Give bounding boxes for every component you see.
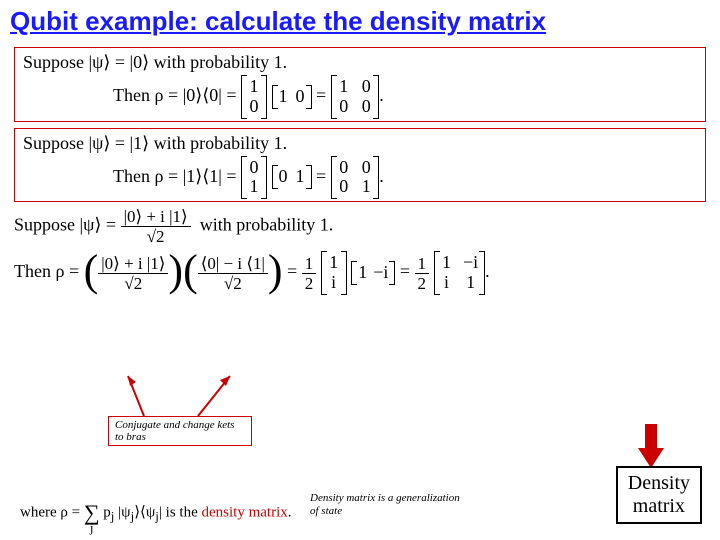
then-line-2: Then ρ = |1⟩⟨1| = 01 01 = 00 01 . (23, 156, 697, 200)
then-line-3: Then ρ = (|0⟩ + i |1⟩√2)(⟨0| − i ⟨1|√2) … (14, 251, 706, 295)
arrow-to-bra (190, 370, 240, 420)
row-vector-2: 01 (272, 165, 312, 189)
conjugate-note: Conjugate and change kets to bras (108, 416, 252, 446)
ket-fraction: |0⟩ + i |1⟩√2 (98, 255, 168, 292)
row-vector-3: 1−i (351, 261, 395, 285)
suppose-line-1: Suppose |ψ⟩ = |0⟩ with probability 1. (23, 52, 697, 73)
suppose-line-3: Suppose |ψ⟩ = |0⟩ + i |1⟩ √2 with probab… (14, 208, 706, 245)
half-1: 12 (302, 255, 317, 292)
example-box-3: Suppose |ψ⟩ = |0⟩ + i |1⟩ √2 with probab… (14, 208, 706, 295)
density-matrix-term: density matrix (202, 504, 288, 520)
density-matrix-label: Densitymatrix (616, 466, 702, 524)
then-line-1: Then ρ = |0⟩⟨0| = 10 10 = 10 00 . (23, 75, 697, 119)
then-prefix-2: Then ρ = |1⟩⟨1| = (113, 166, 237, 186)
result-matrix-3: 1i −i1 (434, 251, 486, 295)
half-2: 12 (415, 255, 430, 292)
col-vector-3: 1i (321, 251, 347, 295)
state-fraction: |0⟩ + i |1⟩ √2 (121, 208, 191, 245)
result-matrix-2: 00 01 (331, 156, 380, 200)
page-title: Qubit example: calculate the density mat… (0, 0, 720, 41)
arrow-to-ket (124, 370, 164, 420)
suppose-line-2: Suppose |ψ⟩ = |1⟩ with probability 1. (23, 133, 697, 154)
col-vector-2: 01 (241, 156, 267, 200)
example-box-1: Suppose |ψ⟩ = |0⟩ with probability 1. Th… (14, 47, 706, 122)
where-definition: where ρ = ∑ j pj |ψj⟩⟨ψj| is the density… (20, 500, 292, 526)
then-prefix-1: Then ρ = |0⟩⟨0| = (113, 85, 237, 105)
generalization-note: Density matrix is a generalization of st… (310, 492, 470, 518)
fat-arrow-icon (636, 424, 666, 468)
row-vector-1: 10 (272, 85, 312, 109)
bra-fraction: ⟨0| − i ⟨1|√2 (198, 255, 268, 292)
result-matrix-1: 10 00 (331, 75, 380, 119)
col-vector-1: 10 (241, 75, 267, 119)
example-box-2: Suppose |ψ⟩ = |1⟩ with probability 1. Th… (14, 128, 706, 203)
